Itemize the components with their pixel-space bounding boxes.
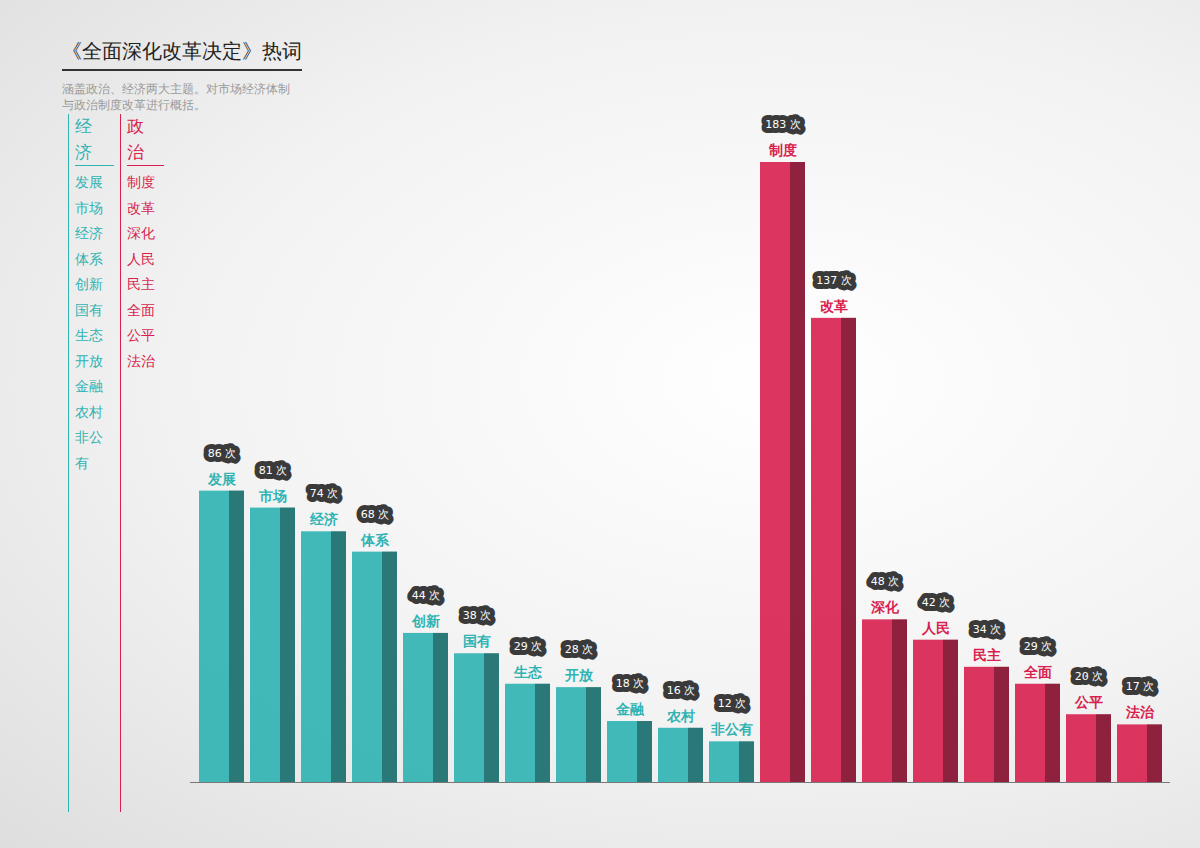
svg-text:74 次: 74 次 <box>310 487 339 500</box>
svg-text:生态: 生态 <box>513 664 542 680</box>
svg-text:全面: 全面 <box>1023 664 1052 680</box>
svg-text:68 次: 68 次 <box>361 508 390 521</box>
html-text:制度: 制度 <box>126 174 155 190</box>
html-text:经济: 经济 <box>75 225 103 241</box>
svg-text:17 次: 17 次 <box>1126 680 1155 693</box>
html-text:发展: 发展 <box>75 174 103 190</box>
svg-text:创新: 创新 <box>411 613 440 629</box>
svg-text:公平: 公平 <box>1074 694 1103 710</box>
svg-text:183 次: 183 次 <box>765 118 801 131</box>
html-text:政治: 政治 <box>126 116 147 162</box>
svg-text:开放: 开放 <box>564 667 594 683</box>
svg-text:农村: 农村 <box>666 708 695 724</box>
svg-text:人民: 人民 <box>921 620 950 636</box>
html-text:生态: 生态 <box>75 327 103 343</box>
html-text:深化: 深化 <box>126 225 155 241</box>
html-text:公平: 公平 <box>126 327 155 343</box>
html-text:农村: 农村 <box>75 403 103 420</box>
svg-text:38 次: 38 次 <box>463 609 492 622</box>
svg-text:18 次: 18 次 <box>616 677 645 690</box>
html-text:民主: 民主 <box>126 276 155 292</box>
svg-text:法治: 法治 <box>1125 704 1155 720</box>
html-text:《全面深化改革决定》热词: 《全面深化改革决定》热词 <box>62 39 302 63</box>
svg-text:16 次: 16 次 <box>667 684 696 697</box>
svg-text:12 次: 12 次 <box>718 697 747 710</box>
svg-text:29 次: 29 次 <box>1024 640 1053 653</box>
html-text:创新: 创新 <box>75 276 103 292</box>
svg-text:市场: 市场 <box>258 488 287 504</box>
html-text:非公有: 非公有 <box>75 429 103 471</box>
svg-text:民主: 民主 <box>973 647 1001 663</box>
svg-text:改革: 改革 <box>820 298 848 314</box>
html-text:经济: 经济 <box>75 116 95 162</box>
svg-text:国有: 国有 <box>463 633 491 649</box>
svg-text:42 次: 42 次 <box>922 596 951 609</box>
svg-text:经济: 经济 <box>309 511 338 527</box>
html-text:开放: 开放 <box>75 352 103 369</box>
html-text:改革: 改革 <box>126 199 155 216</box>
html-text:人民: 人民 <box>126 250 155 267</box>
html-text:涵盖政治、经济两大主题。对市场经济体制与政治制度改革进行概括: 涵盖政治、经济两大主题。对市场经济体制与政治制度改革进行概括。 <box>62 82 290 112</box>
html-text:市场: 市场 <box>75 199 103 216</box>
html-text:国有: 国有 <box>75 301 103 318</box>
svg-text:发展: 发展 <box>207 471 236 487</box>
html-text:法治: 法治 <box>126 352 155 369</box>
svg-text:34 次: 34 次 <box>973 623 1002 636</box>
svg-text:28 次: 28 次 <box>565 643 594 656</box>
html-text:金融: 金融 <box>75 378 103 394</box>
svg-text:86 次: 86 次 <box>208 447 237 460</box>
svg-text:非公有: 非公有 <box>710 721 753 737</box>
svg-text:深化: 深化 <box>870 599 900 615</box>
svg-text:44 次: 44 次 <box>412 589 441 602</box>
svg-text:48 次: 48 次 <box>871 575 900 588</box>
svg-text:20 次: 20 次 <box>1075 670 1104 683</box>
html-text:全面: 全面 <box>126 301 155 318</box>
svg-text:29 次: 29 次 <box>514 640 543 653</box>
html-text:体系: 体系 <box>75 250 103 267</box>
svg-text:137 次: 137 次 <box>816 274 852 287</box>
svg-text:金融: 金融 <box>615 701 645 717</box>
svg-text:制度: 制度 <box>768 142 797 158</box>
svg-text:81 次: 81 次 <box>259 464 288 477</box>
svg-text:体系: 体系 <box>360 532 390 548</box>
